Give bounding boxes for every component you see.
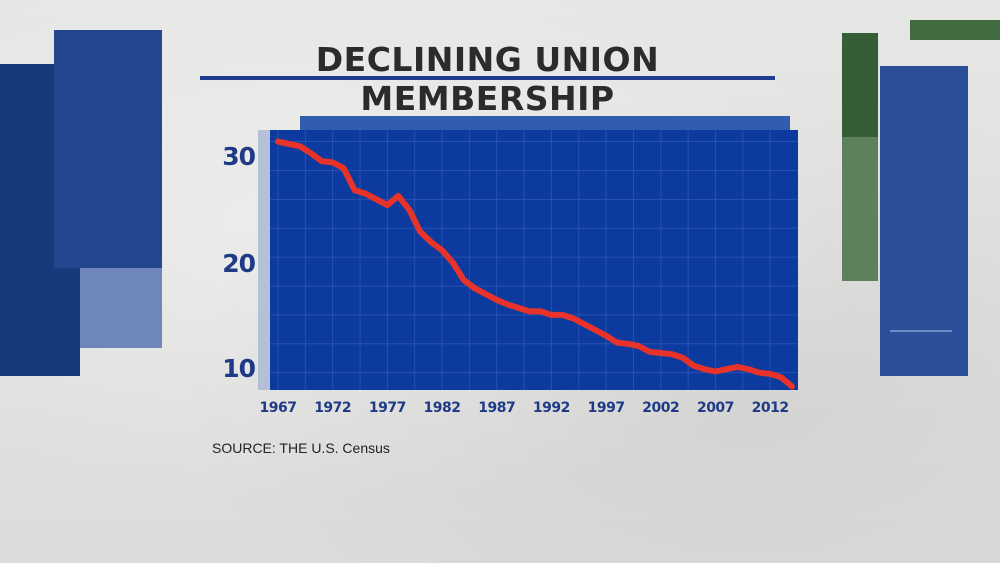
deco-right-blue-block: [880, 66, 968, 376]
data-point: [734, 364, 740, 370]
data-point: [789, 384, 795, 389]
data-point: [647, 349, 653, 355]
data-point: [548, 312, 554, 318]
data-point: [494, 297, 500, 303]
data-point: [614, 340, 620, 346]
data-point: [439, 247, 445, 253]
data-point: [702, 366, 707, 372]
x-tick-label: 2007: [697, 400, 734, 416]
x-tick-label: 2002: [642, 400, 679, 416]
series-group: [275, 138, 795, 390]
y-tick-30: 30: [222, 142, 256, 171]
data-point: [658, 350, 664, 356]
data-point: [308, 150, 314, 156]
data-point: [286, 141, 292, 147]
data-point: [767, 371, 773, 377]
plot-area: [270, 130, 798, 390]
source-note: SOURCE: THE U.S. Census: [212, 440, 390, 456]
data-point: [712, 369, 718, 374]
deco-right-lightgreen-block: [842, 137, 878, 281]
x-tick-label: 1967: [260, 400, 297, 416]
title-underline: [200, 76, 775, 80]
data-point: [395, 193, 401, 199]
data-point: [778, 374, 784, 380]
data-point: [570, 315, 576, 321]
deco-right-line: [890, 330, 952, 332]
data-point: [461, 277, 467, 283]
data-point: [669, 351, 675, 357]
x-tick-label: 1977: [369, 400, 406, 416]
data-point: [625, 341, 631, 347]
chart-title: DECLINING UNION MEMBERSHIP: [315, 40, 660, 118]
x-tick-label: 1992: [533, 400, 570, 416]
x-tick-label: 1972: [314, 400, 351, 416]
data-point: [417, 229, 423, 235]
data-point: [363, 191, 368, 197]
x-tick-label: 2012: [752, 400, 789, 416]
data-point: [538, 308, 543, 314]
data-point: [428, 239, 434, 245]
data-point: [603, 333, 609, 339]
deco-right-green-block: [842, 33, 878, 137]
deco-right-green-bar: [910, 20, 1000, 40]
data-point: [352, 187, 358, 193]
plot-frame-left: [258, 130, 272, 390]
data-point: [450, 260, 456, 266]
y-tick-10: 10: [222, 354, 256, 383]
plot-frame-back: [300, 116, 790, 130]
data-point: [330, 159, 336, 165]
data-point: [691, 363, 697, 369]
data-point: [472, 285, 478, 291]
data-point: [384, 202, 390, 208]
data-point: [406, 207, 412, 213]
x-tick-label: 1982: [424, 400, 461, 416]
data-point: [581, 321, 587, 327]
x-tick-label: 1987: [478, 400, 515, 416]
data-point: [680, 355, 686, 361]
data-point: [592, 327, 598, 333]
data-point: [745, 366, 751, 372]
data-point: [723, 366, 729, 372]
x-axis-ticks: 1967 1972 1977 1982 1987 1992 1997 2002 2007 2012: [260, 400, 790, 416]
data-point: [516, 305, 522, 311]
data-point: [373, 196, 379, 202]
data-point: [559, 312, 565, 318]
data-point: [319, 158, 325, 164]
deco-left-light-block: [80, 268, 162, 348]
data-point: [483, 291, 489, 297]
deco-left-blue-block: [54, 30, 162, 268]
y-tick-20: 20: [222, 249, 256, 278]
data-point: [756, 370, 762, 376]
data-point: [341, 165, 347, 171]
data-point: [297, 143, 303, 149]
data-point: [505, 302, 511, 307]
data-point: [527, 308, 532, 314]
grid-lines: [270, 130, 798, 390]
data-point: [275, 139, 281, 145]
x-tick-label: 1997: [588, 400, 625, 416]
data-point: [636, 343, 642, 349]
